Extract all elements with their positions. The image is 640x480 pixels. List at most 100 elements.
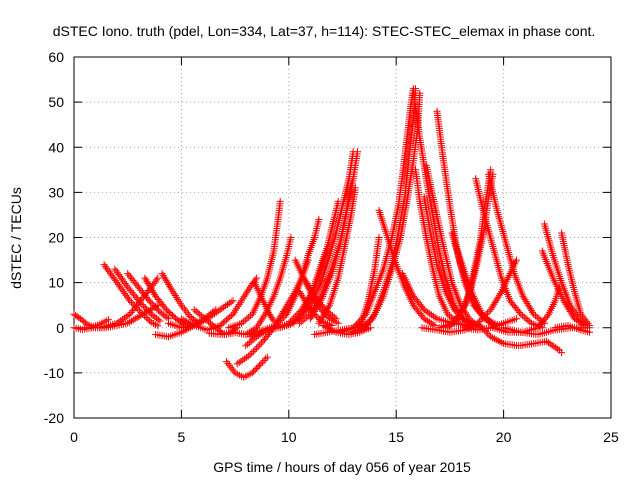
data-point xyxy=(154,316,162,324)
data-point xyxy=(351,184,359,192)
data-point xyxy=(115,271,123,278)
data-point xyxy=(101,262,109,270)
data-point xyxy=(490,335,498,343)
data-point xyxy=(140,302,148,310)
data-point xyxy=(426,318,433,326)
data-point xyxy=(181,317,189,325)
data-arc xyxy=(111,265,164,325)
x-tick-label: 5 xyxy=(178,429,186,445)
data-point xyxy=(116,282,123,290)
data-point xyxy=(297,290,305,297)
data-point xyxy=(298,291,306,299)
data-point xyxy=(154,301,162,309)
data-point xyxy=(110,275,118,283)
data-point xyxy=(361,323,369,331)
data-point xyxy=(145,297,153,305)
data-point xyxy=(192,307,200,315)
data-point xyxy=(488,304,496,312)
data-point xyxy=(252,330,260,338)
data-point xyxy=(223,316,230,324)
data-point xyxy=(334,319,342,327)
data-point xyxy=(480,312,488,320)
data-point xyxy=(196,310,204,318)
data-point xyxy=(524,301,532,309)
data-point xyxy=(199,313,207,321)
data-point xyxy=(446,312,453,320)
chart-title: dSTEC Iono. truth (pdel, Lon=334, Lat=37… xyxy=(53,23,596,39)
data-point xyxy=(297,318,305,326)
data-point xyxy=(535,315,543,323)
data-point xyxy=(181,326,189,334)
data-point xyxy=(210,322,218,330)
data-point xyxy=(185,319,193,327)
data-point xyxy=(249,336,257,344)
data-point xyxy=(243,315,251,323)
data-point xyxy=(121,290,129,297)
data-point xyxy=(447,321,455,329)
data-point xyxy=(124,283,132,291)
data-point xyxy=(150,280,158,287)
data-arc xyxy=(540,220,591,329)
data-point xyxy=(375,234,383,241)
data-point xyxy=(167,284,175,292)
data-point xyxy=(105,268,113,276)
data-point xyxy=(328,326,336,334)
data-arc xyxy=(225,197,284,332)
data-point xyxy=(219,329,227,337)
data-point xyxy=(427,319,435,327)
data-point xyxy=(206,319,214,327)
data-point xyxy=(522,298,530,306)
data-point xyxy=(127,287,135,295)
data-point xyxy=(304,281,312,289)
data-point xyxy=(319,322,327,329)
data-point xyxy=(124,312,132,319)
data-point xyxy=(292,317,300,325)
data-point xyxy=(304,302,312,310)
data-point xyxy=(444,324,452,332)
data-point xyxy=(251,346,259,354)
data-point xyxy=(254,342,262,350)
data-point xyxy=(306,285,314,293)
data-point xyxy=(301,276,309,284)
data-point xyxy=(422,316,430,324)
data-point xyxy=(419,313,427,321)
data-point xyxy=(329,312,336,320)
data-point xyxy=(150,289,157,297)
data-point xyxy=(315,215,323,223)
data-point xyxy=(244,352,252,360)
data-point xyxy=(283,322,291,329)
data-point xyxy=(165,309,173,316)
data-arc xyxy=(375,206,439,329)
data-point xyxy=(248,349,256,357)
data-point xyxy=(117,284,125,292)
y-tick-label: 10 xyxy=(48,275,64,291)
data-point xyxy=(485,316,493,324)
data-arc xyxy=(485,170,548,327)
data-point xyxy=(302,299,310,306)
data-point xyxy=(299,293,307,301)
data-point xyxy=(243,353,250,361)
data-point xyxy=(490,300,498,308)
data-arc xyxy=(452,243,497,327)
data-point xyxy=(544,339,552,347)
data-arc xyxy=(315,184,359,327)
data-point xyxy=(487,318,495,326)
data-point xyxy=(530,310,538,318)
data-point xyxy=(254,363,262,371)
data-point xyxy=(129,290,137,298)
data-point xyxy=(327,310,335,318)
data-arc xyxy=(356,234,383,332)
data-point xyxy=(125,295,133,303)
data-point xyxy=(165,280,172,288)
data-point xyxy=(161,304,169,312)
data-point xyxy=(154,322,162,330)
data-arc xyxy=(474,319,566,357)
data-point xyxy=(494,337,502,345)
data-point xyxy=(246,283,254,291)
y-tick-label: 40 xyxy=(48,139,64,155)
data-arc xyxy=(409,89,477,329)
data-point xyxy=(543,312,551,320)
data-point xyxy=(521,296,529,304)
x-tick-label: 25 xyxy=(603,429,619,445)
data-point xyxy=(529,308,537,316)
